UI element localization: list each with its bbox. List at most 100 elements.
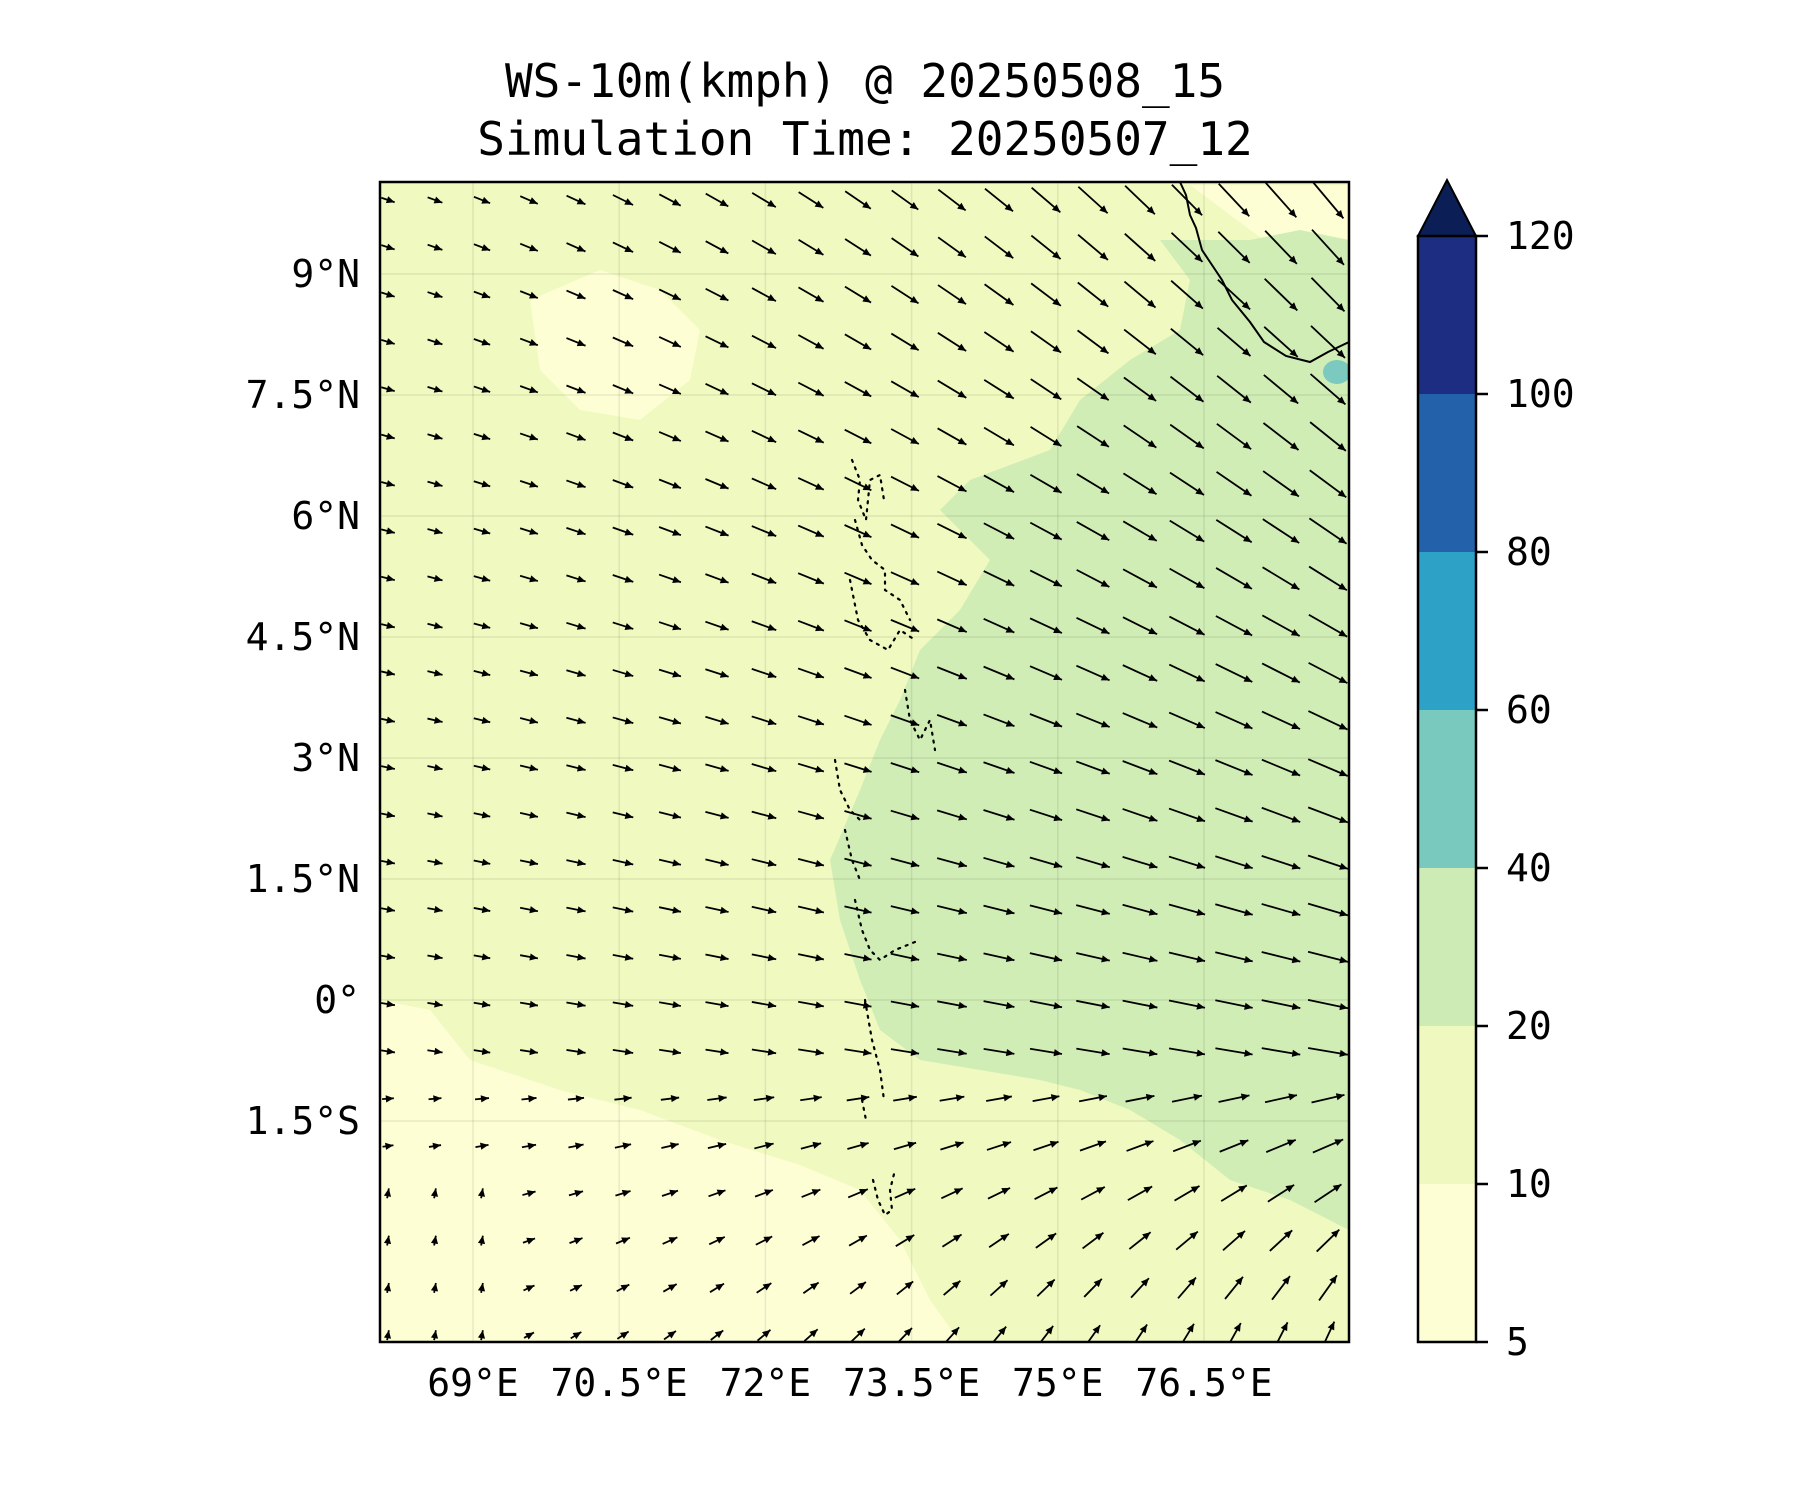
wind-arrow [798,286,824,303]
wind-arrow [1076,473,1110,495]
wind-arrow [943,1280,961,1296]
wind-arrow [1124,185,1156,215]
wind-arrow [381,480,395,488]
wind-arrow [705,1048,729,1056]
wind-arrow [473,385,491,393]
wind-arrow [566,574,586,583]
lat-tick-label: 6°N [291,494,360,538]
wind-arrow [983,1048,1015,1057]
wind-arrow [708,1236,726,1246]
wind-arrow [1312,1138,1344,1154]
wind-arrow [1168,951,1206,963]
wind-arrow [1029,856,1063,869]
wind-arrow [1076,616,1110,635]
wind-arrow [890,285,920,305]
wind-arrow [893,1094,917,1102]
wind-arrow [427,527,443,535]
wind-arrow [844,238,872,257]
wind-arrow [1029,1047,1063,1057]
wind-arrow [797,477,825,491]
axis-ticks: 69°E 70.5°E 72°E 73.5°E 75°E 76.5°E 9°N 7.5°N 6°… [246,252,1273,1405]
wind-arrow [1076,952,1110,963]
wind-arrow [1170,280,1204,310]
wind-arrow [473,716,491,724]
wind-arrow [798,1048,824,1056]
wind-arrow [381,196,395,204]
wind-arrow [566,289,586,300]
wind-arrow [380,1000,396,1008]
wind-arrow [519,717,539,725]
wind-arrow [987,1187,1011,1200]
wind-arrow [1220,1184,1248,1202]
wind-arrow [1168,759,1206,776]
wind-arrow [519,527,539,535]
wind-arrow [844,714,872,726]
wind-arrow [519,906,539,914]
wind-arrow [383,1235,392,1246]
wind-arrow [983,474,1015,493]
wind-arrow [1029,808,1063,822]
wind-arrow [705,192,729,208]
wind-arrow [658,763,682,772]
wind-arrow [473,669,491,677]
wind-arrow [936,570,968,587]
coastline-india [1179,182,1349,364]
wind-arrow [658,526,682,537]
wind-arrow [1077,233,1109,261]
wind-arrow [1170,327,1204,356]
wind-arrow [844,285,872,304]
wind-arrow [890,619,920,633]
wind-arrow [519,290,539,299]
wind-arrow [567,1095,585,1103]
wind-arrow [566,479,586,489]
wind-arrow [1262,470,1300,498]
colorbar-segment [1418,552,1476,710]
wind-arrow [566,1048,586,1056]
wind-arrow [802,1235,820,1247]
wind-arrow [381,432,395,440]
lat-tick-label: 1.5°S [246,1099,360,1143]
wind-arrow [380,716,396,724]
wind-arrow [751,953,777,962]
wind-arrow [753,1094,775,1102]
wind-arrow [1122,903,1158,916]
wind-arrow [1122,1047,1158,1057]
wind-arrow [751,525,777,537]
wind-arrow [751,620,777,632]
wind-arrow [1077,281,1109,308]
wind-arrow [751,239,777,255]
wind-arrow [615,1189,631,1197]
wind-arrow [705,668,729,678]
wind-arrow [1181,1323,1195,1342]
wind-arrow [612,953,634,961]
wind-arrow [1123,376,1157,402]
wind-arrow [983,570,1015,587]
wind-arrow [1174,1185,1200,1202]
wind-arrow [566,1000,586,1008]
wind-arrow [1078,1094,1108,1103]
wind-arrow [751,430,777,443]
wind-arrow [660,1094,680,1103]
wind-arrow [937,379,967,399]
wind-arrow [937,236,967,259]
wind-arrow [473,243,491,252]
wind-arrow [1130,1277,1150,1299]
wind-arrow [890,380,920,398]
wind-arrow [705,335,729,349]
wind-arrow [1032,1094,1060,1103]
wind-arrow [1263,374,1299,405]
wind-arrow [984,235,1014,259]
wind-arrow [798,1000,824,1009]
wind-arrow [566,384,586,394]
wind-arrow [382,1142,394,1150]
wind-arrow [983,761,1015,774]
wind-arrow [936,809,968,821]
wind-arrow [1122,472,1158,496]
lon-tick-label: 69°E [427,1361,519,1405]
wind-arrow [519,574,539,583]
wind-arrow [1168,711,1206,729]
wind-arrow [1219,1139,1249,1153]
wind-arrow [1075,712,1111,728]
wind-arrow [519,1000,539,1008]
wind-arrow [1123,424,1157,449]
